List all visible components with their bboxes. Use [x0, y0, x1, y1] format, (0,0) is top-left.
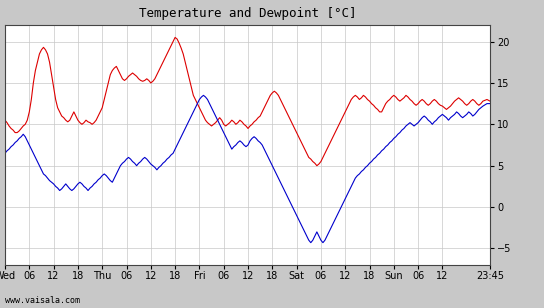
Text: www.vaisala.com: www.vaisala.com — [5, 296, 80, 305]
Text: Temperature and Dewpoint [°C]: Temperature and Dewpoint [°C] — [139, 7, 356, 20]
